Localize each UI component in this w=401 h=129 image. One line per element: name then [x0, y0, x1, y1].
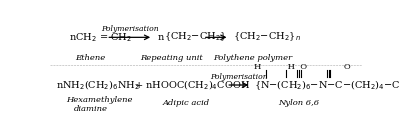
Text: Nylon 6,6: Nylon 6,6: [277, 99, 318, 107]
Text: Polymerisation: Polymerisation: [209, 73, 267, 81]
Text: diamine: diamine: [73, 105, 107, 113]
Text: Ethene: Ethene: [75, 54, 105, 62]
Text: {N$-$(CH$_2$)$_6$$-$N$-$C$-$(CH$_2$)$_4$$-$C}$_n$: {N$-$(CH$_2$)$_6$$-$N$-$C$-$(CH$_2$)$_4$…: [254, 78, 401, 92]
Text: nCH$_2$ = CH$_2$: nCH$_2$ = CH$_2$: [69, 31, 132, 44]
Text: Hexamethylene: Hexamethylene: [66, 96, 132, 104]
Text: H          H  O              O: H H O O: [254, 63, 350, 71]
Text: nNH$_2$(CH$_2$)$_6$NH$_2$: nNH$_2$(CH$_2$)$_6$NH$_2$: [56, 78, 140, 92]
Text: n: n: [157, 33, 164, 42]
Text: {CH$_2$$-$CH$_2$}: {CH$_2$$-$CH$_2$}: [164, 31, 226, 43]
Text: Polythene polymer: Polythene polymer: [213, 54, 292, 62]
Text: Repeating unit: Repeating unit: [140, 54, 203, 62]
Text: Polymerisation: Polymerisation: [101, 25, 158, 33]
Text: Adipic acid: Adipic acid: [162, 99, 209, 107]
Text: + nHOOC(CH$_2$)$_4$COOH: + nHOOC(CH$_2$)$_4$COOH: [134, 78, 250, 92]
Text: {CH$_2$$-$CH$_2$}$_n$: {CH$_2$$-$CH$_2$}$_n$: [232, 31, 300, 43]
